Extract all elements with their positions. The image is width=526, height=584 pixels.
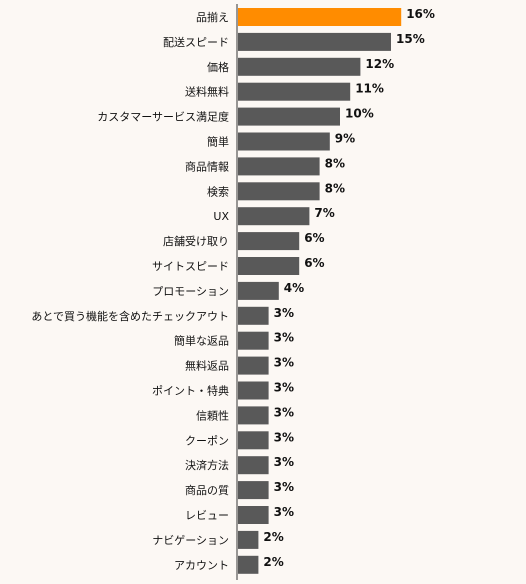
category-label-21: ナビゲーション	[152, 534, 229, 547]
bar-2	[238, 57, 361, 76]
value-label-11: 4%	[284, 281, 304, 295]
value-label-19: 3%	[274, 480, 294, 494]
value-label-21: 2%	[263, 530, 283, 544]
category-label-17: クーポン	[185, 434, 229, 447]
bar-12	[238, 306, 269, 325]
value-label-20: 3%	[274, 505, 294, 519]
value-label-22: 2%	[263, 555, 283, 569]
bar-0	[238, 8, 402, 26]
value-label-8: 7%	[314, 206, 334, 220]
value-label-7: 8%	[325, 181, 345, 195]
bar-15	[238, 381, 269, 400]
category-label-13: 簡単な返品	[174, 334, 229, 348]
bar-3	[238, 82, 351, 101]
value-label-9: 6%	[304, 231, 324, 245]
bar-14	[238, 356, 269, 375]
category-label-9: 店舗受け取り	[163, 234, 229, 248]
category-label-8: UX	[213, 210, 229, 223]
category-label-22: アカウント	[174, 559, 229, 572]
bar-7	[238, 182, 320, 201]
category-label-3: 送料無料	[185, 85, 229, 99]
category-label-15: ポイント・特典	[152, 384, 229, 398]
category-label-6: 商品情報	[185, 159, 229, 173]
category-label-14: 無料返品	[185, 359, 229, 373]
category-label-1: 配送スピード	[163, 35, 229, 49]
value-label-4: 10%	[345, 107, 374, 121]
bar-13	[238, 331, 269, 350]
category-label-10: サイトスピード	[152, 260, 229, 273]
category-label-7: 検索	[207, 184, 229, 198]
value-label-5: 9%	[335, 132, 355, 146]
value-label-0: 16%	[406, 7, 435, 21]
value-label-13: 3%	[274, 331, 294, 345]
bar-10	[238, 257, 300, 275]
category-label-19: 商品の質	[185, 483, 229, 497]
bar-18	[238, 456, 269, 475]
bar-21	[238, 530, 259, 549]
value-label-1: 15%	[396, 32, 425, 46]
bar-19	[238, 481, 269, 500]
category-label-16: 信頼性	[196, 408, 229, 422]
value-label-17: 3%	[274, 430, 294, 444]
bar-6	[238, 157, 320, 176]
category-label-20: レビュー	[185, 509, 229, 522]
bar-5	[238, 132, 330, 151]
bar-20	[238, 506, 269, 524]
bar-1	[238, 32, 391, 51]
value-label-3: 11%	[355, 82, 384, 96]
bar-9	[238, 232, 300, 251]
category-label-11: プロモーション	[152, 285, 229, 298]
category-label-5: 簡単	[207, 135, 229, 149]
category-label-4: カスタマーサービス満足度	[97, 110, 229, 124]
bar-4	[238, 107, 340, 126]
value-label-16: 3%	[274, 405, 294, 419]
value-label-14: 3%	[274, 356, 294, 370]
bar-17	[238, 431, 269, 450]
category-label-0: 品揃え	[196, 11, 229, 24]
value-label-12: 3%	[274, 306, 294, 320]
bar-8	[238, 207, 310, 226]
bar-11	[238, 281, 279, 300]
value-label-18: 3%	[274, 455, 294, 469]
bar-22	[238, 555, 259, 574]
category-label-18: 決済方法	[185, 458, 229, 472]
bar-16	[238, 406, 269, 425]
value-label-15: 3%	[274, 381, 294, 395]
category-label-2: 価格	[207, 60, 229, 74]
value-label-6: 8%	[325, 156, 345, 170]
category-label-12: あとで買う機能を含めたチェックアウト	[31, 309, 229, 323]
value-label-2: 12%	[365, 57, 394, 71]
value-label-10: 6%	[304, 256, 324, 270]
